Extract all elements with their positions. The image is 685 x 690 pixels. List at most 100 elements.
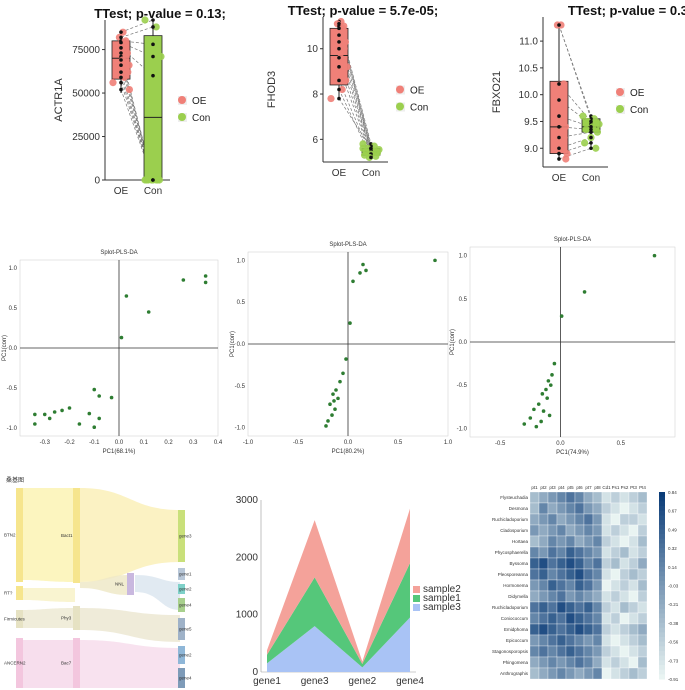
oe-point: [559, 96, 567, 104]
splot-plsda-1: Splot-PLS-DA -0.3 -0.2 -0.1 0.0 0.1 0.2 0.3 0.4 -…: [2, 250, 223, 455]
heatmap-cell: [556, 645, 567, 658]
sankey-node-label: gene2: [179, 587, 192, 592]
oe-mean-dot: [119, 75, 123, 80]
oe-mean-dot: [119, 40, 123, 45]
oe-mean-dot: [119, 46, 123, 50]
heatmap-cell: [637, 579, 648, 592]
x-tick-label: 0.0: [556, 441, 565, 447]
y-tick-label: 0.0: [459, 340, 468, 346]
heatmap-cell: [574, 623, 585, 636]
sankey-node: [16, 586, 23, 600]
heatmap-col-label: Pt3: [630, 485, 637, 490]
x-tick-label: 0.0: [344, 440, 353, 446]
heatmap-col-label: Cd1: [602, 485, 611, 490]
heatmap-cell: [628, 645, 639, 658]
heatmap-cell: [601, 645, 612, 658]
legend-label: OE: [192, 96, 207, 107]
heatmap-cell: [637, 645, 648, 658]
oe-mean-dot: [119, 35, 123, 40]
heatmap-cell: [556, 568, 567, 581]
area-sample3: [267, 617, 410, 672]
heatmap-col-label: pt2: [540, 485, 547, 490]
heatmap-cell: [628, 579, 639, 592]
pair-line: [120, 19, 154, 33]
heatmap-cell: [583, 546, 594, 559]
heatmap-cell: [619, 568, 630, 581]
heatmap-cell: [610, 612, 621, 625]
con-mean-dot: [369, 146, 373, 151]
scatter-point: [364, 268, 368, 273]
heatmap-cell: [574, 568, 585, 581]
colorbar-segment: [659, 566, 665, 572]
scatter-point: [338, 379, 342, 384]
scatter-point: [528, 416, 533, 420]
heatmap-cell: [628, 491, 639, 504]
x-tick-label: OE: [332, 168, 347, 179]
y-tick-label: 0: [252, 667, 258, 678]
y-tick-label: 1.0: [237, 258, 246, 264]
heatmap-col-label: Pt4: [639, 485, 646, 490]
heatmap-cell: [556, 634, 567, 647]
heatmap-cell: [538, 524, 549, 537]
heatmap-row-label: Coniococcum: [501, 616, 529, 621]
heatmap-cell: [547, 590, 558, 603]
heatmap-cell: [565, 513, 576, 526]
scatter-point: [336, 396, 340, 401]
sankey-node-label: BTN2: [4, 533, 16, 538]
oe-point: [342, 76, 350, 85]
heatmap-cell: [592, 535, 603, 548]
heatmap-cell: [637, 502, 648, 515]
sankey-flow: [20, 608, 75, 628]
legend-swatch-sample3: [413, 604, 420, 611]
heatmap-cell: [574, 546, 585, 559]
sankey-node-label: gene4: [179, 603, 192, 608]
heatmap-cell: [637, 601, 648, 614]
sankey-flow: [135, 575, 180, 610]
x-tick-label: OE: [114, 186, 129, 197]
heatmap-cell: [529, 667, 540, 680]
colorbar-segment: [659, 548, 665, 554]
heatmap-cell: [538, 502, 549, 515]
colorbar-segment: [659, 636, 665, 643]
oe-point: [560, 133, 568, 142]
heatmap-cell: [610, 667, 621, 680]
heatmap-cell: [556, 590, 567, 603]
heatmap-cell: [592, 601, 603, 614]
colorbar-segment: [659, 506, 665, 512]
oe-point: [109, 79, 117, 87]
con-mean-dot: [151, 18, 155, 22]
x-tick-label: 1.0: [444, 440, 453, 446]
heatmap-cell: [565, 568, 576, 581]
legend-swatch-oe: [616, 88, 624, 96]
y-tick-label: 10: [307, 44, 319, 55]
con-point: [141, 176, 149, 184]
heatmap-cell: [619, 612, 630, 625]
heatmap-cell: [529, 513, 540, 526]
scatter-point: [124, 294, 129, 298]
pair-line: [338, 80, 372, 157]
scatter-point: [540, 392, 545, 396]
scatter-point: [547, 413, 552, 418]
heatmap-cell: [619, 590, 630, 603]
x-axis-label: PC1(80.2%): [332, 449, 365, 455]
scatter-point: [331, 392, 335, 396]
sankey-diagram: 桑基图 BTN2 RT? Firmicutes ANCERN2 Bact1 Phy3 Bac7…: [4, 476, 192, 688]
heatmap-cell: [565, 502, 576, 515]
oe-mean-dot: [119, 58, 123, 62]
sankey-node: [16, 488, 23, 582]
colorbar-segment: [659, 664, 665, 671]
heatmap-cell: [538, 557, 549, 570]
heatmap-row-label: Epicoccum: [506, 638, 528, 643]
scatter-point: [361, 262, 365, 267]
y-tick-label: 0.5: [9, 306, 18, 312]
heatmap-cell: [565, 557, 576, 570]
y-tick-label: -1.0: [235, 426, 246, 432]
scatter-point: [433, 258, 437, 263]
heatmap-row-label: Ruchicladoporium: [492, 605, 528, 610]
heatmap-cell: [538, 513, 549, 526]
sankey-flow: [20, 588, 75, 602]
heatmap-cell: [610, 546, 621, 559]
legend-label: sample3: [423, 602, 461, 613]
con-point: [592, 144, 600, 152]
colorbar-tick-label: 0.67: [668, 509, 677, 514]
